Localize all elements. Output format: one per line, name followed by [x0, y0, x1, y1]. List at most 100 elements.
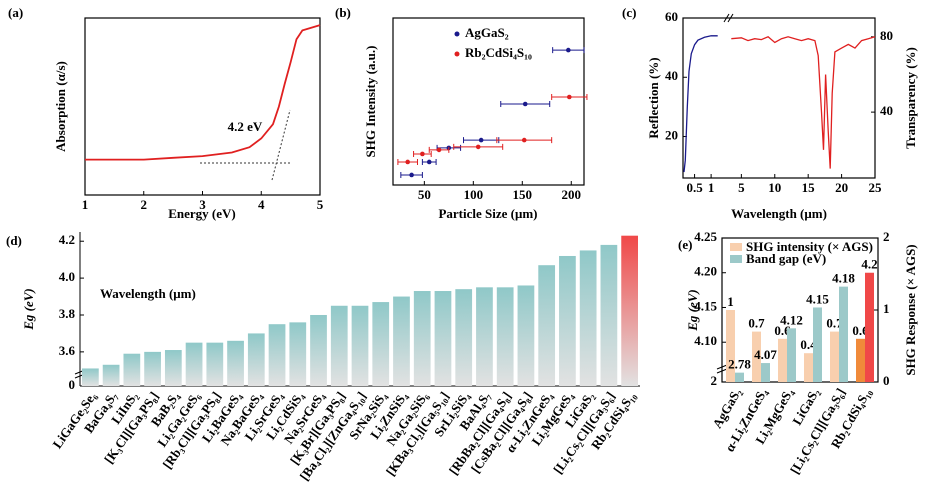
- bar: [434, 291, 452, 386]
- y-tick-label: 2: [711, 373, 718, 388]
- bar: [538, 265, 556, 386]
- bar: [804, 353, 813, 382]
- bar: [752, 331, 761, 382]
- bar: [726, 310, 735, 382]
- bar: [413, 291, 431, 386]
- bar: [559, 255, 576, 386]
- y2-axis-title: SHG Response (× AGS): [903, 244, 918, 375]
- x-tick-label: 25: [869, 180, 883, 195]
- bar: [206, 342, 224, 386]
- bar: [247, 333, 265, 386]
- x-tick-label: 20: [835, 180, 848, 195]
- point: [567, 94, 572, 100]
- y-tick-label: 4.15: [694, 298, 717, 313]
- x-tick-label: 10: [768, 180, 781, 195]
- y-tick-label: 4.25: [694, 229, 717, 244]
- bar: [372, 302, 390, 386]
- panel-c-frame: [682, 17, 876, 179]
- y-tick-label: 3.8: [59, 306, 76, 321]
- y-axis-title: Eg (eV): [685, 289, 700, 332]
- x-axis-title: Wavelength (μm): [731, 206, 827, 221]
- legend-marker: [454, 51, 460, 57]
- panel-label: (c): [622, 5, 636, 20]
- x-axis-title: Particle Size (μm): [438, 206, 537, 221]
- x-tick-label: 150: [513, 187, 533, 202]
- bar: [813, 307, 822, 382]
- y2-axis-title: Transparency (%): [903, 47, 918, 149]
- point: [420, 151, 425, 157]
- value-label: 4.12: [780, 312, 803, 327]
- axis-break: [723, 13, 730, 23]
- x-tick-label: 0.5: [686, 180, 703, 195]
- y-axis-title: Absorption (α/s): [53, 61, 68, 152]
- panel-label: (e): [678, 237, 692, 252]
- legend-marker: [454, 31, 460, 37]
- bar: [268, 324, 286, 386]
- y-tick-label: 4.20: [694, 264, 717, 279]
- bar: [102, 364, 120, 386]
- value-label: 4.2: [861, 257, 877, 272]
- y-tick-label: 40: [665, 68, 678, 83]
- annotation: Wavelength (μm): [100, 286, 196, 301]
- x-tick-label: 200: [562, 187, 582, 202]
- x-tick-label: 2: [141, 197, 148, 212]
- bar: [393, 296, 410, 386]
- bar: [330, 305, 348, 386]
- y-tick-label: 20: [665, 128, 678, 143]
- bar: [82, 368, 99, 386]
- value-label: 0.6: [852, 323, 869, 338]
- legend-label: Band gap (eV): [746, 251, 826, 266]
- bar: [123, 353, 141, 386]
- y-tick-label: 60: [665, 9, 678, 24]
- value-label: 0.4: [800, 337, 817, 352]
- y-tick-label: 40: [880, 103, 893, 118]
- value-label: 0.6: [774, 323, 791, 338]
- panel-b-frame: [392, 17, 585, 186]
- spectrum-curve: [683, 35, 718, 173]
- x-tick-label: 5: [738, 180, 745, 195]
- bar: [761, 363, 770, 382]
- legend-label: Rb₂CdSi₄S₁₀: [465, 45, 532, 60]
- point: [409, 172, 414, 178]
- y-tick-label: 80: [880, 28, 893, 43]
- bar: [856, 338, 865, 382]
- legend-label: AgGaS₂: [465, 25, 509, 40]
- y-tick-label: 4.0: [59, 269, 75, 284]
- legend-label: SHG intensity (× AGS): [746, 239, 873, 254]
- y-tick-label: 2: [883, 229, 890, 244]
- x-tick-label: 1: [708, 180, 715, 195]
- point: [436, 147, 442, 153]
- legend-swatch: [730, 255, 742, 263]
- panel-label: (b): [335, 5, 351, 20]
- x-tick-label: 1: [82, 197, 89, 212]
- x-tick-label: 50: [418, 187, 431, 202]
- point: [478, 137, 484, 143]
- panel-label: (d): [6, 233, 22, 248]
- absorption-curve: [85, 24, 321, 161]
- x-tick-label: 100: [464, 187, 484, 202]
- value-label: 1: [727, 294, 734, 309]
- y-tick-label: 4.2: [59, 232, 75, 247]
- bar: [289, 322, 307, 386]
- y-axis-title: SHG Intensity (a.u.): [363, 46, 378, 158]
- point: [426, 159, 432, 165]
- y-tick-label: 4.10: [694, 333, 717, 348]
- value-label: 0.7: [748, 316, 765, 331]
- point: [521, 137, 527, 143]
- bar: [621, 235, 638, 386]
- point: [475, 144, 481, 150]
- spectrum-curve: [731, 36, 876, 169]
- value-label: 0.7: [826, 316, 843, 331]
- bar: [865, 272, 874, 382]
- axis-break: [727, 13, 734, 23]
- legend-swatch: [730, 243, 742, 251]
- bar: [600, 244, 618, 386]
- bar: [778, 338, 787, 382]
- panel-a-frame: [84, 17, 321, 196]
- y-tick-label: 1: [883, 301, 890, 316]
- point: [566, 47, 571, 53]
- bar: [227, 340, 244, 386]
- bar: [164, 350, 182, 386]
- panel-label: (a): [8, 5, 23, 20]
